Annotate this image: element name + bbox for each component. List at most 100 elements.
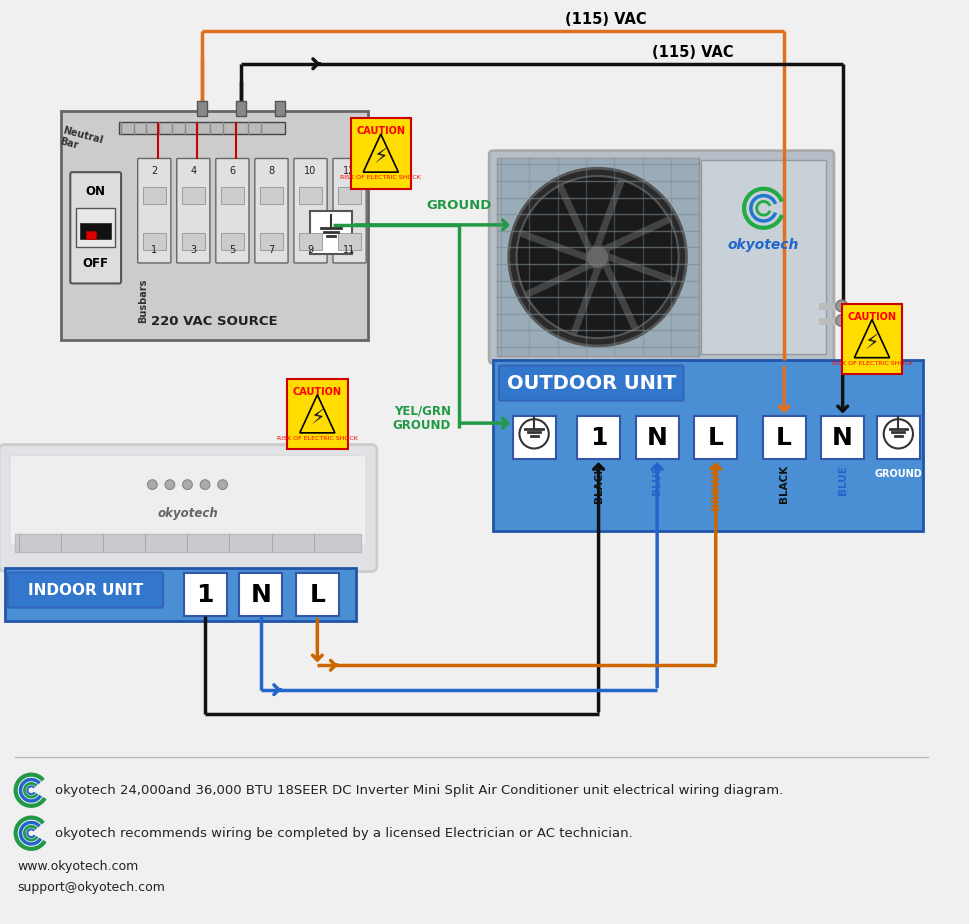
Bar — [298, 233, 323, 250]
Text: N: N — [832, 426, 853, 450]
FancyBboxPatch shape — [499, 366, 683, 401]
Text: www.okyotech.com: www.okyotech.com — [17, 860, 139, 873]
Circle shape — [509, 168, 686, 346]
Bar — [181, 187, 205, 204]
Bar — [497, 159, 700, 356]
Text: (115) VAC: (115) VAC — [565, 12, 646, 27]
Circle shape — [516, 176, 678, 338]
Circle shape — [884, 419, 913, 448]
Bar — [763, 417, 805, 459]
FancyBboxPatch shape — [255, 159, 288, 263]
Bar — [183, 574, 227, 616]
Bar — [142, 187, 166, 204]
Bar — [493, 359, 922, 530]
Bar — [236, 101, 246, 116]
Bar — [60, 111, 368, 340]
FancyBboxPatch shape — [0, 444, 377, 572]
Text: 5: 5 — [230, 245, 235, 255]
Text: 1: 1 — [151, 245, 157, 255]
Text: BLUE: BLUE — [837, 465, 848, 495]
Text: ⚡: ⚡ — [310, 408, 325, 428]
Text: BLACK: BLACK — [594, 465, 604, 504]
Text: 4: 4 — [190, 166, 197, 176]
Polygon shape — [855, 320, 890, 358]
Text: 8: 8 — [268, 166, 274, 176]
Text: OUTDOOR UNIT: OUTDOOR UNIT — [507, 373, 676, 393]
Bar — [15, 534, 361, 552]
FancyBboxPatch shape — [71, 172, 121, 284]
Bar — [338, 233, 361, 250]
Text: okyotech: okyotech — [157, 507, 218, 520]
Text: support@okyotech.com: support@okyotech.com — [17, 881, 166, 894]
Bar — [77, 208, 115, 248]
Text: RISK OF ELECTRIC SHOCK: RISK OF ELECTRIC SHOCK — [277, 436, 358, 441]
FancyBboxPatch shape — [138, 159, 171, 263]
Bar — [309, 212, 353, 254]
Text: Neutral
Bar: Neutral Bar — [58, 126, 104, 157]
Polygon shape — [299, 395, 335, 432]
Bar — [221, 233, 244, 250]
FancyBboxPatch shape — [8, 573, 163, 608]
Text: INDOOR UNIT: INDOOR UNIT — [28, 582, 143, 598]
Text: L: L — [309, 583, 326, 607]
Text: L: L — [707, 426, 724, 450]
Text: ⚡: ⚡ — [373, 148, 389, 167]
FancyBboxPatch shape — [294, 159, 328, 263]
Bar — [578, 417, 620, 459]
Text: CAUTION: CAUTION — [848, 311, 896, 322]
Text: GROUND: GROUND — [426, 199, 491, 212]
Bar — [198, 101, 207, 116]
Bar — [5, 567, 357, 621]
Bar — [239, 574, 282, 616]
Text: YEL/GRN
GROUND: YEL/GRN GROUND — [392, 404, 452, 432]
Polygon shape — [363, 134, 398, 172]
Text: okyotech recommends wiring be completed by a licensed Electrician or AC technici: okyotech recommends wiring be completed … — [54, 827, 633, 840]
Text: 7: 7 — [268, 245, 274, 255]
Bar — [694, 417, 737, 459]
Text: N: N — [250, 583, 271, 607]
Bar — [877, 417, 920, 459]
Circle shape — [165, 480, 174, 490]
Text: ⚡: ⚡ — [864, 333, 879, 353]
Text: 1: 1 — [590, 426, 608, 450]
Circle shape — [147, 480, 157, 490]
Bar — [142, 233, 166, 250]
Circle shape — [519, 419, 548, 448]
Text: OFF: OFF — [82, 258, 109, 271]
Text: CAUTION: CAUTION — [357, 127, 405, 136]
Circle shape — [218, 480, 228, 490]
Text: RISK OF ELECTRIC SHOCK: RISK OF ELECTRIC SHOCK — [340, 175, 422, 180]
Bar — [338, 187, 361, 204]
Circle shape — [836, 315, 848, 326]
Text: Busbars: Busbars — [139, 278, 148, 322]
Text: (115) VAC: (115) VAC — [652, 45, 735, 60]
Text: 12: 12 — [343, 166, 356, 176]
FancyBboxPatch shape — [10, 456, 366, 545]
FancyBboxPatch shape — [176, 159, 210, 263]
Text: 9: 9 — [307, 245, 314, 255]
Text: okyotech 24,000and 36,000 BTU 18SEER DC Inverter Mini Split Air Conditioner unit: okyotech 24,000and 36,000 BTU 18SEER DC … — [54, 784, 783, 796]
Circle shape — [586, 246, 610, 269]
Bar — [221, 187, 244, 204]
Bar — [298, 187, 323, 204]
Text: BROWN: BROWN — [710, 465, 721, 510]
Text: BLUE: BLUE — [652, 465, 662, 495]
Bar — [275, 101, 285, 116]
Text: 10: 10 — [304, 166, 317, 176]
Bar — [119, 122, 285, 134]
Text: CAUTION: CAUTION — [293, 387, 342, 397]
Text: okyotech: okyotech — [728, 237, 799, 251]
FancyBboxPatch shape — [216, 159, 249, 263]
Text: RISK OF ELECTRIC SHOCK: RISK OF ELECTRIC SHOCK — [831, 360, 913, 366]
Text: 6: 6 — [230, 166, 235, 176]
Circle shape — [836, 300, 848, 311]
Text: BLACK: BLACK — [779, 465, 789, 504]
Bar — [296, 574, 339, 616]
Bar — [80, 223, 111, 238]
Text: 220 VAC SOURCE: 220 VAC SOURCE — [151, 315, 278, 328]
Circle shape — [201, 480, 210, 490]
FancyBboxPatch shape — [489, 151, 834, 363]
Text: 3: 3 — [190, 245, 197, 255]
Text: 11: 11 — [343, 245, 356, 255]
Bar — [86, 231, 96, 238]
